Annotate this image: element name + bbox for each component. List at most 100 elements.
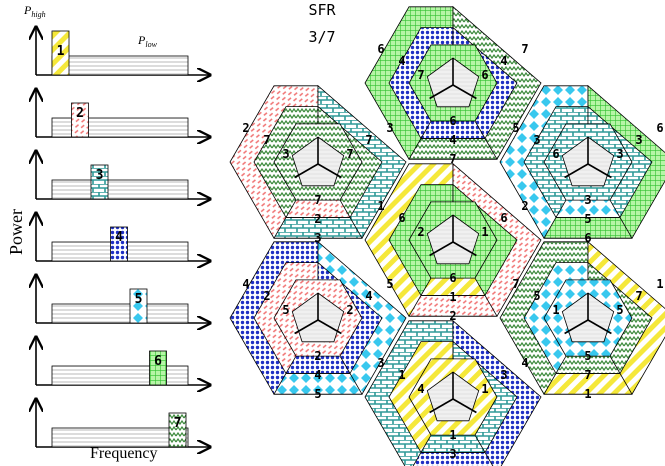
inner-bottom-label: 6	[449, 271, 456, 285]
band-number: 1	[57, 44, 65, 59]
outer-bottom-label: 5	[314, 387, 321, 401]
sfr-title: SFR	[308, 1, 336, 19]
outer-left-label: 4	[242, 277, 249, 291]
outer-bottom-label: 7	[449, 152, 456, 166]
high-power-band-2	[71, 102, 89, 138]
outer-right-label: 4	[521, 356, 528, 370]
low-power-band	[51, 427, 189, 448]
middle-bottom-label: 1	[449, 290, 456, 304]
middle-left-label: 1	[398, 368, 405, 382]
sector-boundary	[294, 163, 319, 179]
spectrum-panel-band-3: 3	[36, 151, 210, 199]
cell-bottom: 341341134	[364, 319, 542, 466]
inner-right-label: 1	[481, 225, 488, 239]
high-power-band-6	[149, 350, 167, 386]
power-spectrum-panels: 1 2 3 4 5 6 7	[36, 27, 210, 447]
inner-right-label: 2	[346, 303, 353, 317]
p-low-label: Plow	[137, 33, 158, 49]
middle-right-label: 7	[365, 133, 372, 147]
middle-right-label: 7	[635, 289, 642, 303]
inner-left-label: 5	[282, 303, 289, 317]
band-number: 7	[174, 416, 182, 431]
sector-boundary	[564, 319, 589, 335]
sector-boundary	[587, 319, 612, 335]
low-power-band	[51, 365, 189, 386]
middle-left-label: 2	[263, 289, 270, 303]
middle-bottom-label: 4	[449, 133, 456, 147]
outer-right-label: 3	[386, 121, 393, 135]
high-power-band-7	[168, 412, 187, 448]
band-number: 4	[115, 230, 123, 245]
sector-boundary	[452, 84, 477, 100]
high-power-band-4	[110, 226, 128, 262]
inner-right-label: 1	[481, 382, 488, 396]
inner-right-label: 5	[616, 303, 623, 317]
inner-bottom-label: 2	[314, 349, 321, 363]
spectrum-panel-band-1: 1	[36, 27, 210, 75]
spectrum-panel-band-4: 4	[36, 213, 210, 261]
inner-bottom-label: 1	[449, 428, 456, 442]
outer-right-label: 6	[656, 121, 663, 135]
inner-right-label: 7	[346, 147, 353, 161]
sector-boundary	[564, 163, 589, 179]
frequency-axis-label: Frequency	[90, 445, 158, 462]
outer-right-label: 1	[656, 277, 663, 291]
inner-left-label: 6	[552, 147, 559, 161]
inner-left-label: 3	[282, 147, 289, 161]
middle-bottom-label: 7	[584, 368, 591, 382]
reuse-factor: 3/7	[308, 28, 335, 46]
middle-left-label: 4	[398, 54, 405, 68]
middle-left-label: 5	[533, 289, 540, 303]
sector-boundary	[452, 241, 477, 257]
outer-left-label: 2	[242, 121, 249, 135]
sector-boundary	[429, 398, 454, 414]
inner-left-label: 1	[552, 303, 559, 317]
middle-right-label: 4	[365, 289, 372, 303]
band-number: 5	[135, 292, 143, 307]
inner-bottom-label: 5	[584, 349, 591, 363]
middle-bottom-label: 4	[314, 368, 321, 382]
spectrum-panel-band-5: 5	[36, 275, 210, 323]
band-number: 3	[96, 168, 104, 183]
high-power-band-3	[90, 164, 109, 200]
outer-right-label: 5	[386, 277, 393, 291]
low-power-band	[51, 179, 189, 200]
outer-left-label: 3	[377, 356, 384, 370]
inner-right-label: 6	[481, 68, 488, 82]
low-power-band	[51, 55, 189, 76]
p-high-label: Phigh	[23, 3, 46, 19]
middle-right-label: 3	[500, 368, 507, 382]
sector-boundary	[429, 84, 454, 100]
middle-right-label: 3	[635, 133, 642, 147]
spectrum-panel-band-7: 7	[36, 399, 210, 447]
sector-boundary	[317, 163, 342, 179]
inner-bottom-label: 6	[449, 114, 456, 128]
spectrum-panel-band-6: 6	[36, 337, 210, 385]
middle-bottom-label: 2	[314, 212, 321, 226]
outer-right-label: 2	[521, 199, 528, 213]
inner-left-label: 2	[417, 225, 424, 239]
sector-boundary	[452, 398, 477, 414]
middle-right-label: 4	[500, 54, 507, 68]
outer-left-label: 7	[512, 277, 519, 291]
sector-boundary	[294, 319, 319, 335]
sector-boundary	[429, 241, 454, 257]
middle-right-label: 6	[500, 211, 507, 225]
sector-boundary	[317, 319, 342, 335]
outer-left-label: 6	[377, 42, 384, 56]
outer-left-label: 5	[512, 121, 519, 135]
band-number: 6	[154, 354, 162, 369]
inner-bottom-label: 7	[314, 193, 321, 207]
outer-left-label: 1	[377, 199, 384, 213]
outer-bottom-label: 2	[449, 309, 456, 323]
sector-boundary	[587, 163, 612, 179]
middle-left-label: 6	[398, 211, 405, 225]
inner-left-label: 7	[417, 68, 424, 82]
